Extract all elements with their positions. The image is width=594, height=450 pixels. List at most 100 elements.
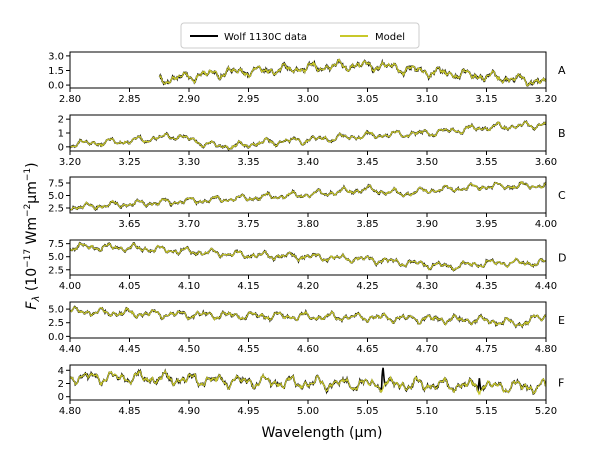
panel-series (70, 180, 546, 212)
panel-series (70, 305, 546, 329)
series-line-model (70, 180, 546, 211)
series-line-model (70, 241, 546, 272)
panel-letter: D (558, 252, 566, 265)
panel-c: 3.65 3.70 3.75 3.80 3.85 3.90 3.95 4.00 2.5 5.07.… (48, 176, 566, 230)
y-axis-title-sub: λ (31, 296, 42, 303)
x-tick-label: 4.40 (59, 344, 81, 355)
x-tick-label: 3.05 (356, 94, 378, 105)
y-tick-label: 2.5 (48, 265, 64, 276)
x-tick-label: 3.30 (178, 157, 200, 168)
x-tick-label: 4.30 (416, 281, 438, 292)
y-axis-title-mid: Wm (24, 217, 40, 249)
legend-label-model: Model (375, 32, 405, 43)
y-tick-label: 2 (58, 379, 64, 390)
x-tick-label: 4.05 (118, 281, 140, 292)
x-tick-label: 4.00 (59, 281, 81, 292)
panel-letter: F (558, 377, 564, 390)
x-tick-label: 3.10 (416, 94, 438, 105)
panel-d: 4.00 4.05 4.10 4.15 4.20 4.25 4.30 4.35 4.40 2.5 5… (48, 239, 566, 292)
y-tick-label: 0.0 (48, 81, 64, 92)
y-tick-label: 3.0 (48, 51, 64, 62)
x-tick-label: 4.25 (356, 281, 378, 292)
x-tick-label: 3.70 (178, 219, 200, 230)
x-tick-label: 3.50 (416, 157, 438, 168)
series-line-model (70, 120, 546, 150)
x-tick-label: 4.35 (475, 281, 497, 292)
x-tick-label: 3.75 (237, 219, 259, 230)
x-tick-label: 4.10 (178, 281, 200, 292)
panel-letter: E (558, 314, 565, 327)
series-line-model (159, 57, 546, 87)
legend: Wolf 1130C data Model (180, 22, 420, 49)
series-line-model (70, 306, 546, 328)
panel-frame (69, 51, 547, 89)
y-tick-label: 5.0 (48, 252, 64, 263)
y-axis-title-close: ) (24, 162, 40, 167)
y-axis-title-exp3: −1 (23, 168, 33, 181)
y-axis-title-exp1: −17 (23, 249, 33, 268)
series-line-model (70, 369, 546, 396)
y-tick-label: 5.0 (48, 191, 64, 202)
panels: 2.80 2.85 2.90 2.95 3.00 3.05 3.10 3.15 3.200.01… (48, 51, 566, 417)
y-tick-label: 4 (58, 366, 64, 377)
x-tick-label: 3.55 (475, 157, 497, 168)
panel-series (158, 57, 546, 87)
x-tick-label: 3.25 (118, 157, 140, 168)
x-tick-label: 2.95 (237, 94, 259, 105)
x-tick-label: 4.15 (237, 281, 259, 292)
x-tick-label: 2.85 (118, 94, 140, 105)
y-tick-label: 0.0 (48, 332, 64, 343)
y-tick-label: 1.5 (48, 66, 64, 77)
panel-letter: C (558, 189, 566, 202)
x-tick-label: 2.80 (59, 94, 81, 105)
legend-label-data: Wolf 1130C data (224, 32, 307, 43)
x-tick-label: 4.90 (178, 406, 200, 417)
y-tick-label: 7.5 (48, 179, 64, 190)
y-tick-label: 0 (58, 142, 64, 153)
y-tick-label: 7.5 (48, 239, 64, 250)
legend-frame (180, 22, 420, 49)
x-tick-label: 2.90 (178, 94, 200, 105)
y-axis-title-exp2: −2 (23, 204, 33, 217)
x-tick-label: 3.60 (535, 157, 557, 168)
y-axis-title-main: F (24, 301, 40, 310)
x-tick-label: 4.00 (535, 219, 557, 230)
x-tick-label: 4.80 (59, 406, 81, 417)
y-tick-label: 2 (58, 115, 64, 126)
x-tick-label: 3.90 (416, 219, 438, 230)
panel-series (70, 367, 546, 396)
panel-frame (69, 239, 547, 276)
x-tick-label: 4.55 (237, 344, 259, 355)
x-tick-label: 4.85 (118, 406, 140, 417)
x-tick-label: 4.20 (297, 281, 319, 292)
x-tick-label: 3.45 (356, 157, 378, 168)
panel-letter: B (558, 127, 566, 140)
x-tick-label: 3.35 (237, 157, 259, 168)
y-tick-label: 5.0 (48, 305, 64, 316)
series-line-data (70, 120, 546, 151)
y-tick-label: 0 (58, 392, 64, 403)
y-axis-title: Fλ (10−17 Wm−2µm−1) (23, 162, 42, 309)
y-tick-label: 2.5 (48, 318, 64, 329)
panel-letter: A (558, 64, 566, 77)
series-line-data (70, 305, 546, 329)
x-tick-label: 3.15 (475, 94, 497, 105)
x-tick-label: 5.15 (475, 406, 497, 417)
x-tick-label: 4.45 (118, 344, 140, 355)
series-line-data (70, 241, 546, 272)
x-tick-label: 3.00 (297, 94, 319, 105)
x-tick-label: 3.80 (297, 219, 319, 230)
x-axis-title: Wavelength (µm) (262, 425, 383, 441)
x-tick-label: 4.75 (475, 344, 497, 355)
panel-e: 4.40 4.45 4.50 4.55 4.60 4.65 4.70 4.75 4.80 0.0 2… (48, 301, 565, 355)
y-tick-label: 1 (58, 129, 64, 140)
y-tick-label: 2.5 (48, 204, 64, 215)
x-tick-label: 3.20 (535, 94, 557, 105)
y-axis-title-mu: µm (24, 181, 40, 204)
panel-b: 3.20 3.25 3.30 3.35 3.40 3.45 3.50 3.55 3.60 0 1 2 B (58, 114, 566, 168)
y-axis-title-open: (10 (24, 268, 40, 296)
x-tick-label: 3.20 (59, 157, 81, 168)
panel-f: 4.80 4.85 4.90 4.95 5.00 5.05 5.10 5.15 5.20 0 2 4 F (58, 364, 564, 417)
x-tick-label: 4.50 (178, 344, 200, 355)
x-tick-label: 4.40 (535, 281, 557, 292)
